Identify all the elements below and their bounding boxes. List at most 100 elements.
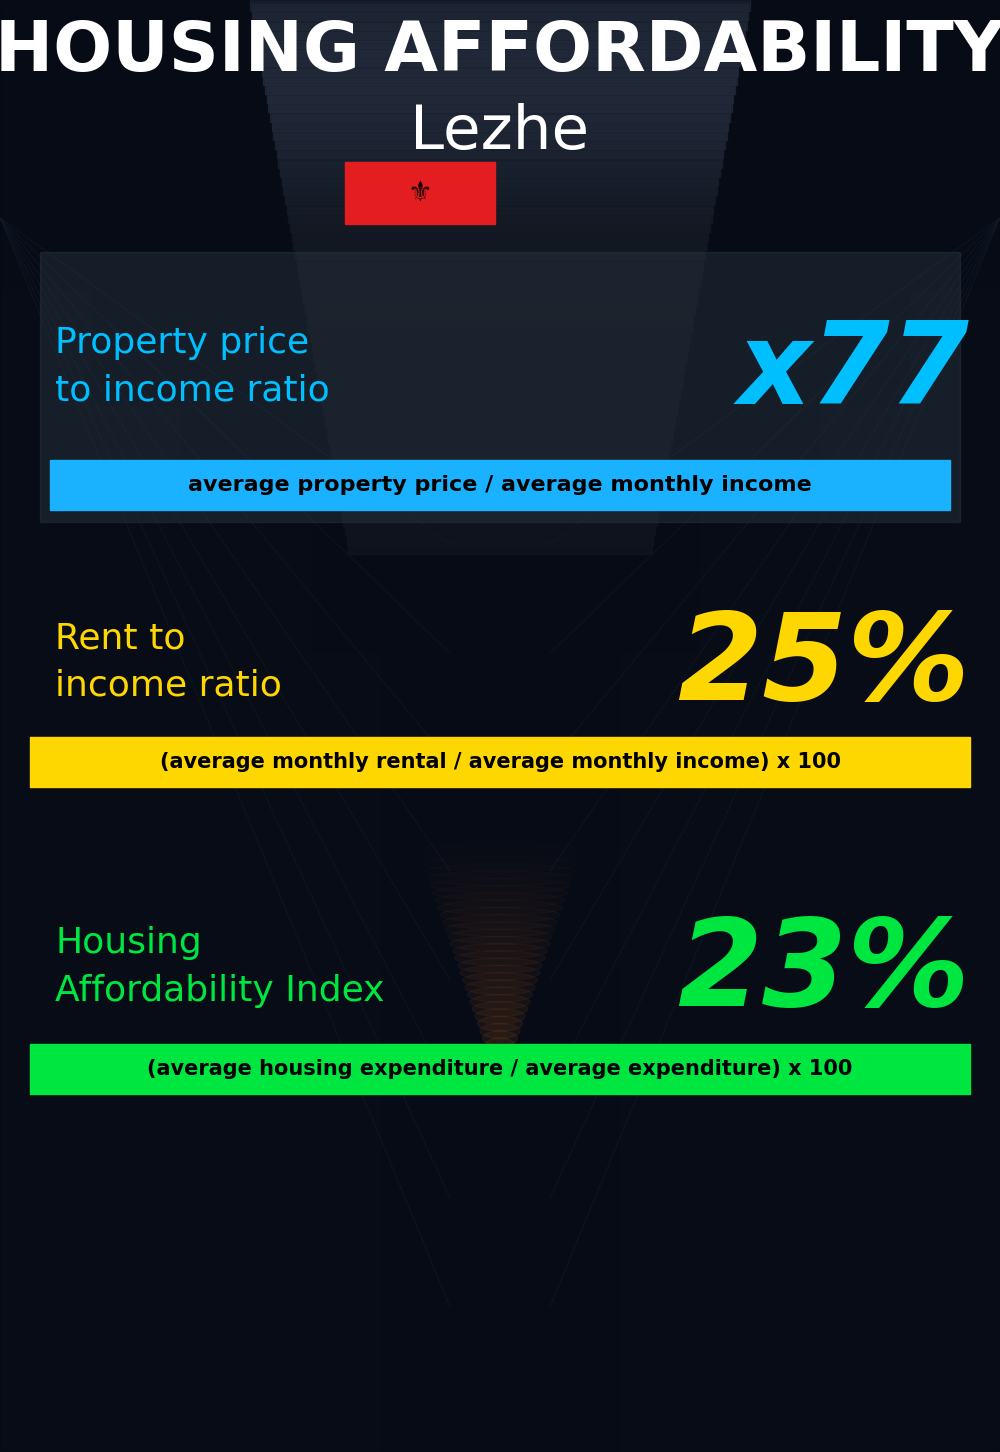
- Bar: [283, 179, 717, 195]
- Bar: [280, 161, 720, 177]
- Ellipse shape: [455, 951, 545, 966]
- Bar: [348, 537, 652, 553]
- Bar: [258, 41, 742, 57]
- Ellipse shape: [485, 1038, 515, 1053]
- Bar: [297, 253, 703, 269]
- Bar: [342, 501, 658, 517]
- Bar: [700, 508, 850, 1452]
- Bar: [265, 78, 735, 94]
- Bar: [0, 290, 90, 1452]
- Text: Rent to
income ratio: Rent to income ratio: [55, 621, 282, 703]
- Ellipse shape: [473, 1002, 528, 1016]
- Ellipse shape: [475, 1009, 525, 1024]
- Bar: [268, 96, 732, 112]
- Bar: [295, 244, 705, 260]
- Bar: [277, 142, 723, 158]
- Bar: [255, 23, 745, 39]
- Ellipse shape: [448, 929, 552, 944]
- Text: 25%: 25%: [677, 608, 970, 726]
- Bar: [273, 123, 727, 139]
- Bar: [30, 738, 970, 787]
- Bar: [333, 454, 667, 470]
- Bar: [275, 134, 725, 150]
- Bar: [282, 170, 718, 186]
- Bar: [263, 68, 737, 84]
- Bar: [347, 529, 653, 544]
- Bar: [292, 225, 708, 241]
- Bar: [343, 510, 657, 526]
- Ellipse shape: [480, 1024, 520, 1038]
- Text: (average housing expenditure / average expenditure) x 100: (average housing expenditure / average e…: [147, 1059, 853, 1079]
- Bar: [323, 399, 677, 415]
- Bar: [317, 363, 683, 379]
- Bar: [327, 418, 673, 434]
- Text: 23%: 23%: [677, 913, 970, 1031]
- Bar: [345, 520, 655, 536]
- Bar: [272, 115, 728, 131]
- Bar: [310, 327, 690, 343]
- Ellipse shape: [482, 1031, 518, 1045]
- Bar: [320, 382, 680, 398]
- Bar: [318, 372, 682, 388]
- Text: HOUSING AFFORDABILITY: HOUSING AFFORDABILITY: [0, 19, 1000, 86]
- Ellipse shape: [458, 958, 542, 973]
- Bar: [278, 151, 722, 167]
- Bar: [345, 163, 495, 224]
- Ellipse shape: [442, 915, 558, 929]
- Ellipse shape: [470, 995, 530, 1009]
- Ellipse shape: [452, 944, 548, 958]
- Bar: [335, 465, 665, 481]
- Bar: [325, 409, 675, 425]
- Bar: [305, 299, 695, 315]
- Bar: [910, 290, 1000, 1452]
- Bar: [302, 280, 698, 296]
- Bar: [330, 437, 670, 453]
- Bar: [30, 1044, 970, 1093]
- Bar: [287, 197, 713, 213]
- Bar: [820, 407, 1000, 1452]
- Bar: [337, 473, 663, 489]
- Ellipse shape: [462, 973, 538, 987]
- Bar: [308, 317, 692, 333]
- Ellipse shape: [478, 1016, 522, 1031]
- Bar: [262, 60, 738, 76]
- Text: average property price / average monthly income: average property price / average monthly…: [188, 475, 812, 495]
- Ellipse shape: [450, 937, 550, 951]
- Text: Property price
to income ratio: Property price to income ratio: [55, 327, 330, 408]
- Bar: [270, 106, 730, 122]
- Ellipse shape: [460, 966, 540, 980]
- Bar: [290, 216, 710, 232]
- Bar: [322, 391, 678, 407]
- Bar: [0, 407, 180, 1452]
- Bar: [313, 344, 687, 360]
- Bar: [160, 508, 310, 1452]
- Bar: [293, 234, 707, 250]
- Bar: [303, 289, 697, 305]
- Ellipse shape: [465, 980, 535, 995]
- Bar: [50, 460, 950, 510]
- Bar: [267, 87, 733, 103]
- Bar: [40, 253, 960, 523]
- Bar: [285, 189, 715, 205]
- Bar: [338, 482, 662, 498]
- Bar: [253, 13, 747, 29]
- Bar: [300, 272, 700, 287]
- Bar: [257, 32, 743, 48]
- Text: ⚜: ⚜: [408, 179, 432, 208]
- Bar: [252, 4, 748, 20]
- Bar: [298, 261, 702, 277]
- Ellipse shape: [468, 987, 532, 1002]
- Ellipse shape: [445, 922, 555, 937]
- Bar: [620, 653, 720, 1452]
- Bar: [332, 446, 668, 462]
- Text: x77: x77: [738, 317, 970, 427]
- Bar: [250, 0, 750, 12]
- Bar: [340, 492, 660, 508]
- Bar: [312, 335, 688, 351]
- Bar: [288, 206, 712, 222]
- Bar: [328, 427, 672, 443]
- Bar: [260, 51, 740, 67]
- Bar: [307, 308, 693, 324]
- Bar: [280, 653, 380, 1452]
- Text: Housing
Affordability Index: Housing Affordability Index: [55, 926, 384, 1008]
